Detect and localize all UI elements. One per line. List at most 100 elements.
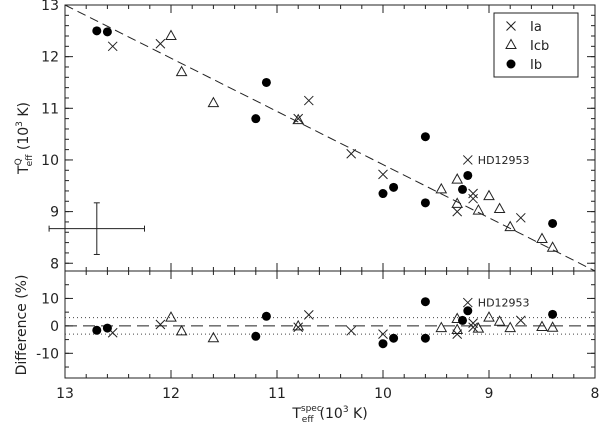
top-annotation-hd12953: HD12953 (478, 154, 530, 167)
bottom-point-ib (458, 315, 467, 325)
top-point-ib (102, 27, 112, 37)
top-point-icb (472, 204, 485, 215)
bottom-x-tick-label: 10 (374, 386, 392, 402)
bottom-y-tick-label: 10 (41, 291, 59, 307)
top-point-ib (261, 77, 271, 87)
top-y-tick-label: 10 (41, 153, 59, 169)
top-point-icb (175, 65, 188, 77)
top-point-icb (493, 202, 506, 214)
top-point-ib (458, 184, 467, 194)
top-point-ia (155, 38, 166, 49)
bottom-point-ia (378, 329, 388, 339)
top-point-icb (483, 189, 495, 201)
bottom-point-icb (536, 320, 548, 331)
bottom-point-ia (346, 325, 357, 336)
bottom-axes: 13 12 11 10 9 8 10 0 -10 Difference (%) Tspec eff (1… (14, 271, 599, 425)
top-point-icb (536, 232, 548, 243)
top-y-tick-label: 8 (50, 256, 59, 272)
top-point-icb (292, 113, 305, 125)
bottom-x-axis-label: Tspec eff (103 K) (291, 404, 367, 425)
bottom-point-ib (378, 339, 388, 349)
top-y-tick-label: 11 (41, 101, 59, 117)
error-bar-cross (48, 202, 145, 255)
top-point-ia (346, 148, 357, 159)
legend-entries: Ia Icb Ib (505, 20, 549, 73)
legend-marker-ib (506, 59, 516, 69)
bottom-point-icb (292, 319, 305, 331)
bottom-point-ib (389, 333, 399, 343)
legend-label-ia: Ia (530, 20, 542, 35)
bottom-panel: HD12953 13 12 11 10 9 8 10 0 -10 Difference (%) Ts… (14, 270, 599, 425)
bottom-point-icb (451, 323, 464, 334)
bottom-point-ib (420, 297, 430, 307)
bottom-point-ib (92, 325, 102, 335)
bottom-point-ia (468, 318, 478, 328)
top-point-ib (548, 218, 558, 228)
bottom-x-tick-label: 12 (162, 386, 180, 402)
bottom-y-tick-label: 0 (50, 319, 59, 335)
top-point-ib (420, 198, 430, 208)
bottom-point-ib (261, 311, 271, 321)
bottom-x-tick-label: 9 (485, 386, 494, 402)
top-point-ia (468, 188, 478, 199)
bottom-point-icb (175, 324, 188, 336)
bottom-point-icb (504, 321, 517, 333)
bottom-point-ib (548, 309, 558, 319)
bottom-annotation-hd12953: HD12953 (478, 297, 530, 310)
top-y-axis-label: TQeff (103 K) (14, 102, 35, 175)
bottom-point-icb (493, 315, 506, 326)
bottom-y-axis-label: Difference (%) (14, 275, 30, 376)
top-point-ia (378, 169, 388, 180)
top-point-ib (251, 114, 261, 124)
bottom-x-tick-label: 8 (591, 386, 600, 402)
top-point-ia (107, 41, 118, 52)
bottom-point-ia (155, 319, 166, 330)
top-point-icb (451, 173, 464, 184)
bottom-point-icb (472, 322, 485, 333)
bottom-point-ib (463, 306, 473, 316)
bottom-plot-frame (64, 270, 596, 379)
bottom-point-ia (452, 329, 463, 339)
bottom-point-ib (102, 323, 112, 333)
top-y-tick-label: 12 (41, 50, 59, 66)
legend-label-icb: Icb (530, 39, 549, 54)
top-point-icb (546, 241, 559, 252)
top-point-icb (165, 29, 177, 40)
bottom-point-icb (165, 311, 177, 322)
bottom-point-icb (435, 321, 448, 333)
fit-line (64, 4, 596, 272)
top-panel: HD12953 13 12 11 10 9 8 TQeff (103 K) Ia Icb Ib (14, 0, 596, 272)
top-point-ib (378, 189, 388, 199)
top-axes: 13 12 11 10 9 8 TQeff (103 K) (14, 0, 596, 272)
top-point-icb (451, 197, 464, 208)
bottom-x-tick-label: 13 (56, 386, 74, 402)
top-point-ia (462, 155, 473, 165)
bottom-point-ia (303, 310, 314, 320)
legend-label-ib: Ib (530, 58, 542, 73)
bottom-plot-content: HD12953 (65, 297, 595, 349)
top-y-tick-label: 13 (41, 0, 59, 14)
top-point-icb (207, 96, 220, 108)
top-point-icb (435, 182, 448, 194)
legend-marker-icb (505, 38, 517, 49)
bottom-point-icb (546, 321, 559, 332)
top-y-tick-label: 9 (50, 205, 59, 221)
bottom-point-ia (468, 322, 478, 333)
top-point-ia (293, 113, 304, 124)
top-point-icb (504, 220, 517, 232)
legend-marker-ia (506, 21, 516, 31)
top-point-ib (463, 170, 473, 180)
bottom-point-icb (207, 331, 220, 343)
bottom-point-ia (462, 297, 473, 308)
top-point-ia (468, 193, 478, 204)
top-point-ia (515, 212, 526, 223)
bottom-point-ib (420, 333, 430, 343)
bottom-point-ia (515, 315, 526, 326)
legend: Ia Icb Ib (493, 12, 579, 78)
bottom-x-tick-label: 11 (268, 386, 286, 402)
top-point-ib (92, 26, 102, 36)
top-point-ia (303, 95, 314, 106)
top-point-ia (452, 206, 463, 217)
top-point-ib (389, 182, 399, 192)
